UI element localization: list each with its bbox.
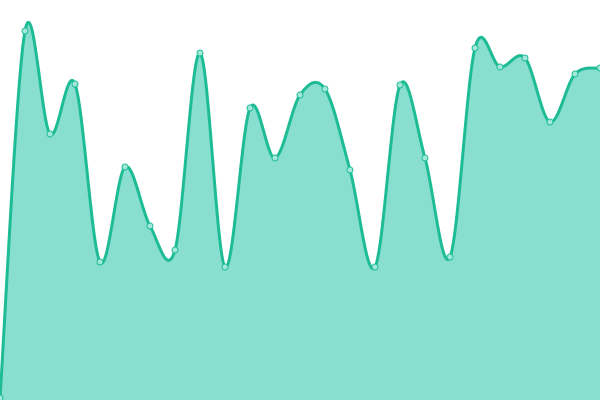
data-point	[221, 263, 229, 271]
data-point	[396, 81, 404, 89]
data-point	[571, 70, 579, 78]
data-point	[196, 49, 204, 57]
data-point	[121, 163, 129, 171]
data-point	[246, 104, 254, 112]
data-point	[71, 80, 79, 88]
data-point	[146, 222, 154, 230]
data-point	[346, 166, 354, 174]
data-point	[521, 54, 529, 62]
data-point	[446, 253, 454, 261]
data-point	[546, 118, 554, 126]
data-point	[496, 63, 504, 71]
data-point	[171, 246, 179, 254]
data-point	[471, 44, 479, 52]
data-point	[271, 154, 279, 162]
area-fill	[0, 22, 600, 400]
data-points	[0, 27, 600, 400]
data-point	[296, 91, 304, 99]
data-point	[46, 130, 54, 138]
data-point	[421, 154, 429, 162]
data-point	[96, 258, 104, 266]
data-point	[596, 64, 600, 72]
data-point	[0, 394, 4, 400]
data-point	[21, 27, 29, 35]
data-point	[321, 85, 329, 93]
data-point	[371, 263, 379, 271]
